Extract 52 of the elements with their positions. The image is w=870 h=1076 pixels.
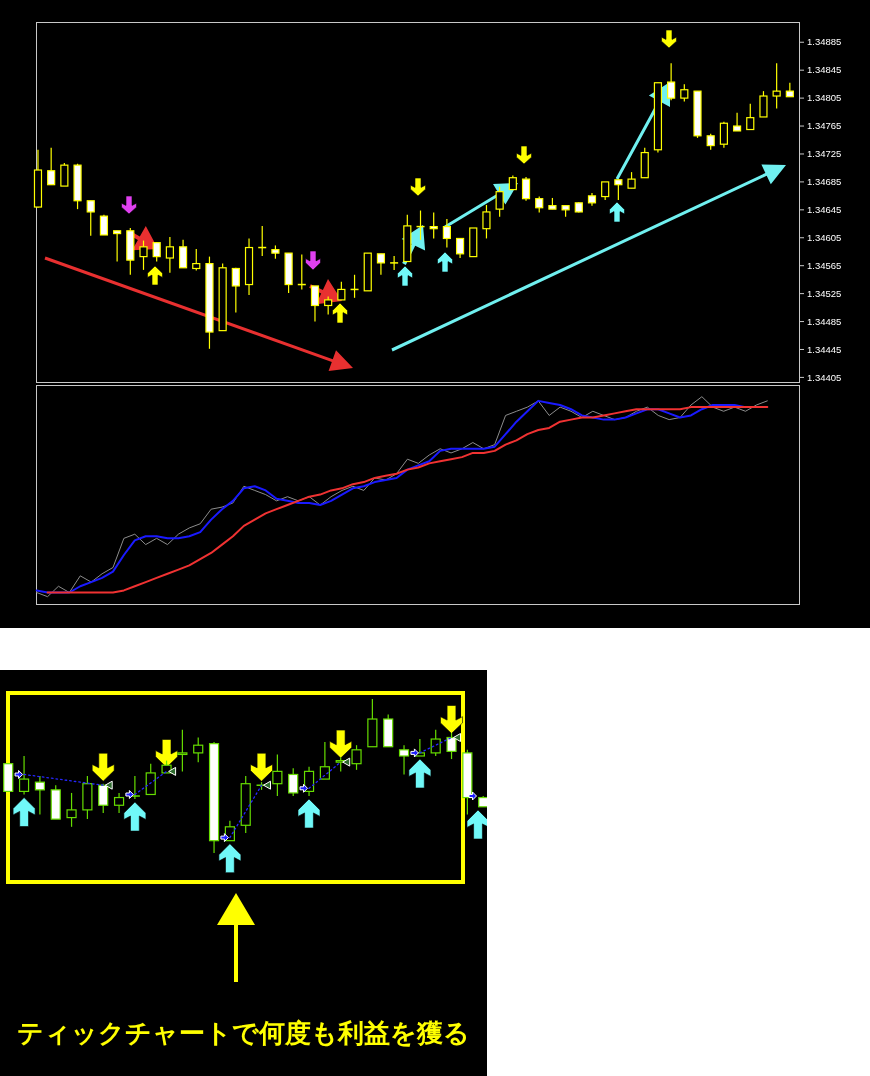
y-tick-label: 1.34685: [807, 176, 842, 188]
y-tick-label: 1.34805: [807, 92, 842, 104]
candlestick: [521, 176, 531, 202]
candlestick: [455, 237, 465, 259]
candlestick: [113, 230, 122, 263]
text: ティックチャートで何度も利益を獲る: [16, 1018, 470, 1048]
candlestick: [319, 741, 330, 780]
y-tick-label: 1.34565: [807, 259, 842, 271]
y-tick-label: 1.34485: [807, 315, 842, 327]
candlestick: [113, 792, 125, 814]
candlestick: [390, 255, 399, 271]
y-tick-label: 1.34725: [807, 148, 842, 160]
candlestick: [145, 763, 156, 796]
candlestick: [732, 112, 742, 132]
y-tick-label: 1.34645: [807, 204, 842, 216]
candlestick: [442, 218, 451, 249]
candlestick: [86, 200, 95, 237]
candlestick: [310, 285, 320, 323]
candlestick: [178, 239, 188, 269]
candlestick: [430, 729, 441, 757]
candlestick: [177, 729, 188, 772]
candlestick: [66, 792, 77, 828]
candlestick: [601, 181, 610, 201]
candlestick: [482, 204, 491, 240]
candlestick: [376, 253, 386, 276]
y-tick-label: 1.34885: [807, 36, 842, 48]
y-tick-label: 1.34765: [807, 120, 842, 132]
candlestick: [495, 186, 504, 218]
candlestick: [667, 62, 676, 101]
candlestick: [324, 295, 333, 316]
y-tick-label: 1.34845: [807, 64, 842, 76]
candlestick: [759, 90, 768, 118]
candlestick: [772, 62, 781, 110]
candlestick: [398, 744, 410, 776]
candlestick: [614, 179, 623, 201]
y-tick-label: 1.34605: [807, 231, 842, 243]
candlestick: [231, 267, 240, 314]
y-tick-label: 1.34525: [807, 287, 842, 299]
candlestick: [192, 248, 201, 272]
candlestick: [34, 775, 45, 816]
candlestick: [337, 281, 346, 301]
candlestick: [429, 212, 438, 240]
candlestick: [193, 736, 204, 763]
candlestick: [139, 239, 148, 271]
candlestick: [288, 767, 299, 797]
candlestick: [165, 236, 174, 274]
candlestick: [746, 103, 755, 131]
y-tick-label: 1.34405: [807, 371, 842, 383]
candlestick: [60, 162, 69, 187]
y-tick-label: 1.34445: [807, 343, 842, 355]
candlestick: [719, 121, 728, 149]
candlestick: [47, 147, 56, 186]
